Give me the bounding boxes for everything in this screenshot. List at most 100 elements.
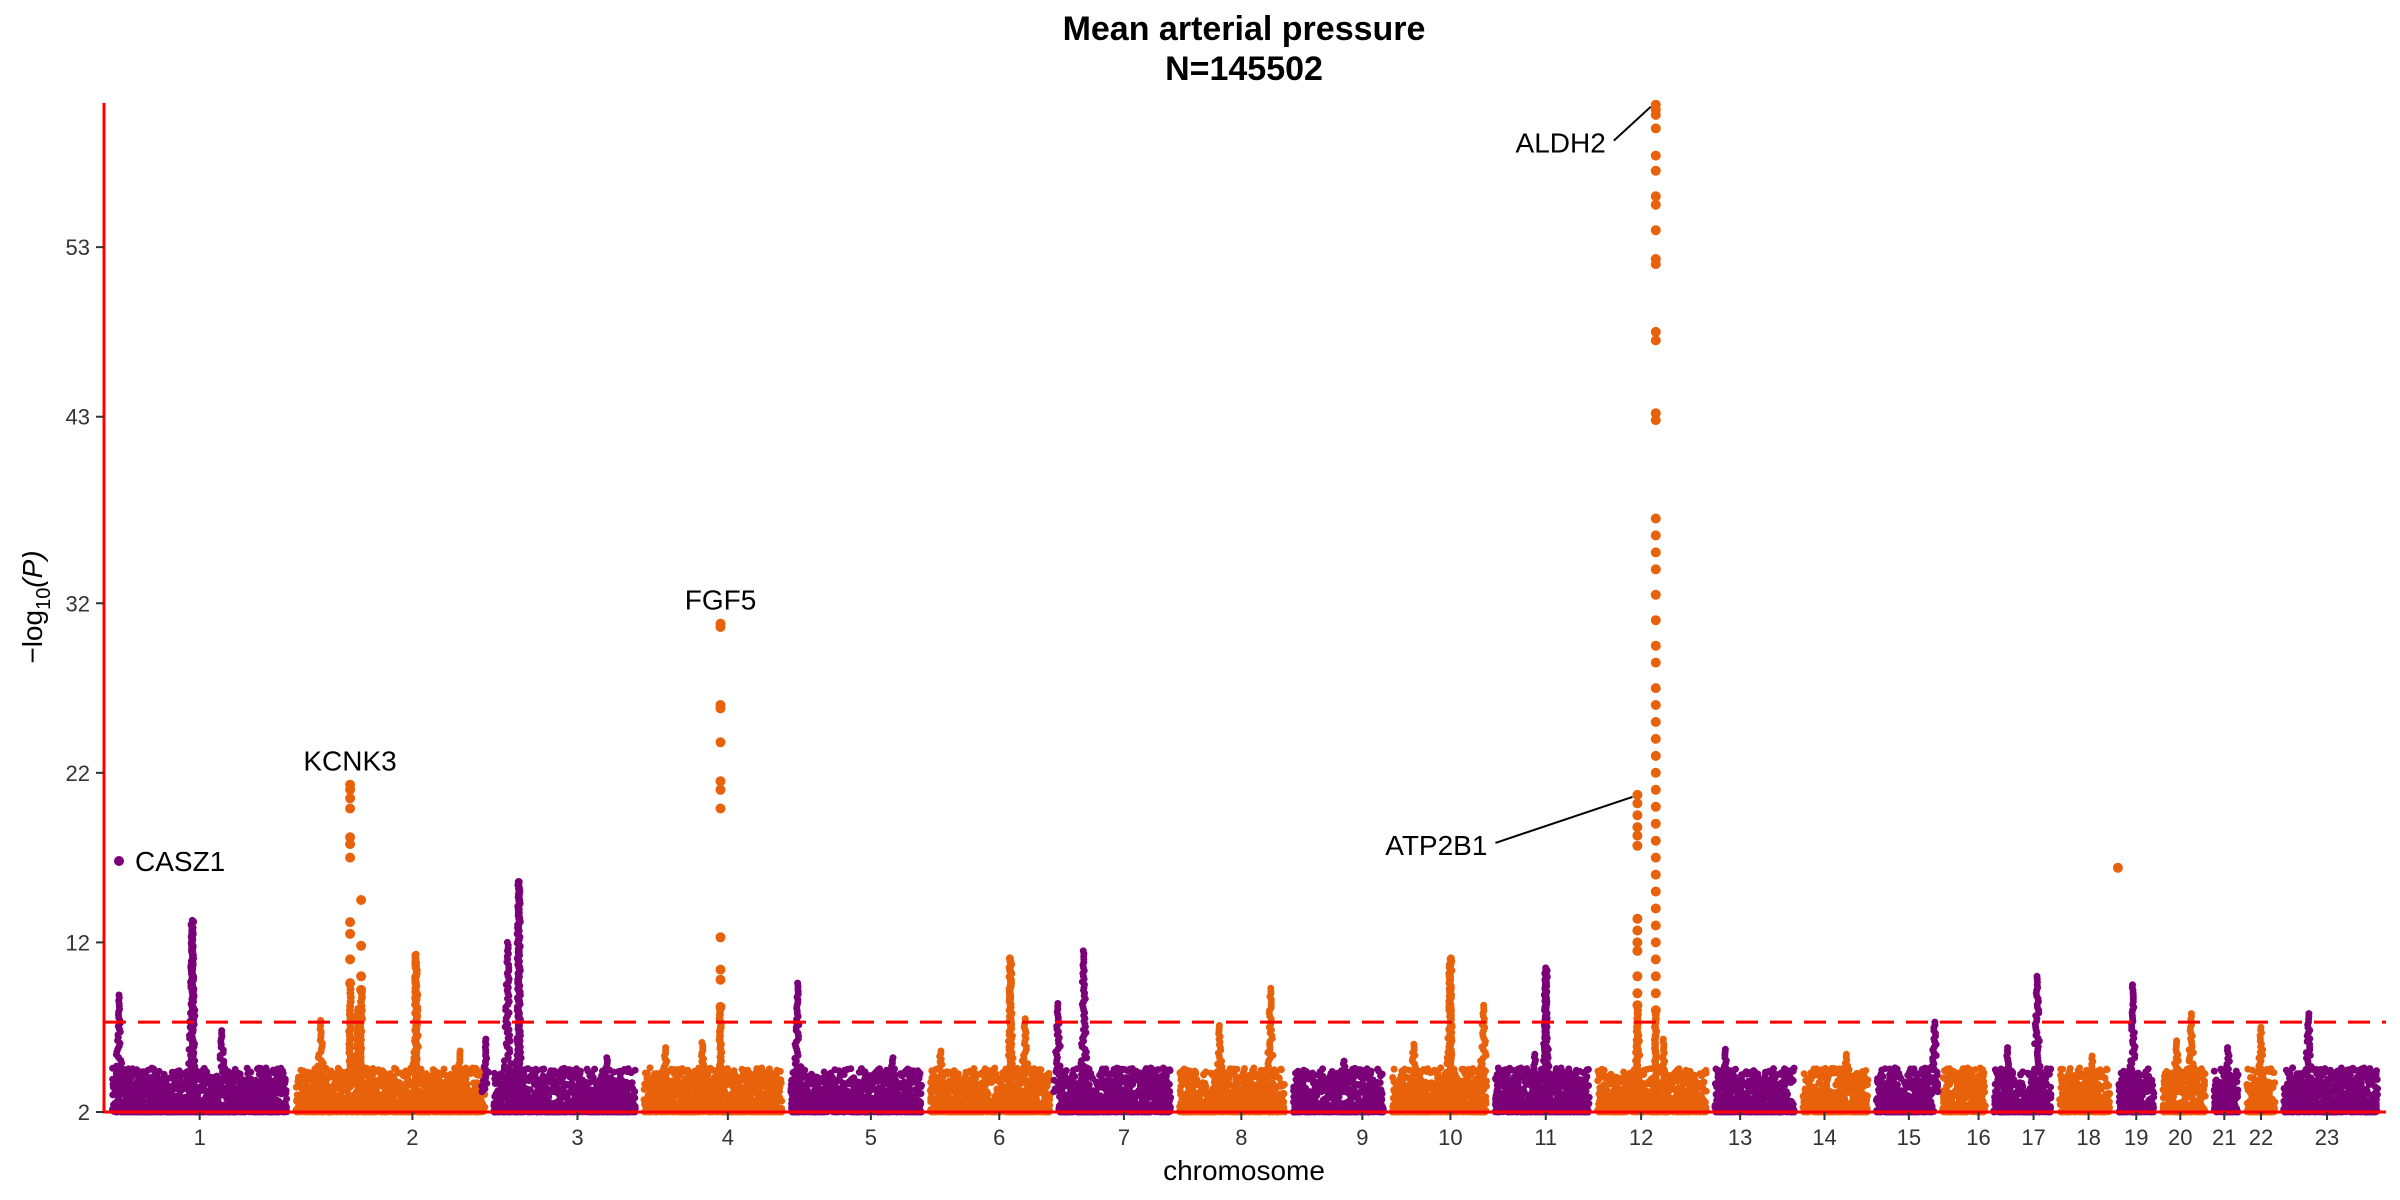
gene-label-fgf5: FGF5	[685, 585, 757, 616]
hit-point	[345, 852, 356, 863]
peak-14	[886, 1054, 899, 1096]
hit-point	[1632, 830, 1643, 841]
hit-point	[1650, 954, 1661, 965]
hit-point	[1632, 945, 1643, 956]
hit-point	[1650, 818, 1661, 829]
x-tick-label: 20	[2168, 1125, 2192, 1150]
tower-3	[1005, 954, 1016, 1091]
peak-11	[659, 1044, 673, 1096]
hit-point	[1650, 700, 1661, 710]
hit-point	[1650, 564, 1661, 575]
hit-point	[715, 776, 726, 787]
y-axis-label-suffix: (P)	[17, 550, 48, 587]
peak-25	[1476, 1001, 1490, 1096]
data-points	[109, 878, 2381, 1116]
annotation-leader	[1613, 105, 1652, 142]
peak-40	[2254, 1023, 2267, 1096]
peak-2	[216, 1027, 229, 1096]
hit-point	[1650, 784, 1661, 795]
hit-point	[2112, 862, 2123, 873]
chr-12-points	[1594, 1065, 1710, 1116]
hit-point	[356, 940, 367, 951]
tower-0	[187, 917, 198, 1091]
hit-point	[345, 803, 356, 814]
peak-19	[1076, 947, 1091, 1096]
peak-39	[2221, 1044, 2234, 1096]
chart-subtitle: N=145502	[1165, 50, 1323, 88]
hit-column-3	[715, 1006, 726, 1091]
peak-37	[2169, 1037, 2182, 1096]
y-tick-label: 22	[66, 761, 90, 786]
hit-point	[1650, 225, 1661, 236]
hit-point	[1650, 326, 1661, 337]
hit-point	[356, 984, 367, 995]
hit-point	[345, 779, 356, 790]
x-tick-label: 22	[2249, 1125, 2273, 1150]
peak-30	[1718, 1045, 1732, 1096]
annotation-leader	[1495, 795, 1633, 844]
hit-point	[715, 737, 726, 748]
y-axis-label-prefix: −log	[17, 610, 48, 664]
x-tick-label: 17	[2021, 1125, 2045, 1150]
gene-label-atp2b1: ATP2B1	[1385, 830, 1487, 861]
x-tick-label: 10	[1438, 1125, 1462, 1150]
hit-point	[1632, 840, 1643, 851]
peak-12	[695, 1039, 710, 1096]
hit-point	[1650, 835, 1661, 846]
peak-33	[2000, 1044, 2015, 1096]
hit-point	[1650, 852, 1661, 863]
x-tick-label: 9	[1356, 1125, 1368, 1150]
hit-point	[1650, 254, 1661, 264]
hit-point	[1650, 589, 1661, 600]
x-tick-label: 4	[722, 1125, 734, 1150]
hit-point	[114, 856, 124, 866]
hit-point	[715, 932, 726, 943]
hit-point	[715, 964, 726, 975]
hit-point	[715, 700, 726, 710]
tower-2	[513, 878, 524, 1091]
x-tick-label: 18	[2076, 1125, 2100, 1150]
hit-point	[1650, 335, 1661, 346]
x-tick-label: 2	[406, 1125, 418, 1150]
chr-16-points	[1939, 1064, 1989, 1116]
y-axis-ticks: 2 12 22 32 43 53	[66, 235, 104, 1125]
hit-point	[1650, 717, 1661, 727]
tower-4	[1445, 954, 1456, 1091]
peak-31	[1840, 1050, 1852, 1096]
hit-point	[715, 803, 726, 814]
peak-22	[1339, 1057, 1351, 1096]
peak-18	[1050, 1000, 1065, 1096]
hit-point	[1650, 640, 1661, 651]
y-axis-label-subscript: 10	[33, 588, 55, 610]
hit-point	[1650, 1005, 1661, 1016]
hit-point	[1650, 123, 1661, 134]
hit-point	[345, 954, 356, 965]
y-tick-label: 32	[66, 591, 90, 616]
hit-point	[1650, 547, 1661, 558]
x-tick-label: 16	[1966, 1125, 1990, 1150]
y-tick-label: 43	[66, 405, 90, 430]
hit-point	[345, 928, 356, 939]
gene-annotations: CASZ1 KCNK3 FGF5 ATP2B1 ALDH2	[135, 105, 1652, 877]
hit-point	[345, 978, 356, 989]
chr-20-points	[2159, 1064, 2209, 1116]
chr-5-points	[787, 1065, 925, 1116]
hit-point	[1632, 810, 1643, 821]
hit-column-2	[356, 989, 366, 1091]
x-tick-label: 23	[2315, 1125, 2339, 1150]
hit-column-4	[1632, 1002, 1643, 1091]
hit-point	[1650, 530, 1661, 541]
hit-point	[1632, 798, 1643, 809]
gene-label-kcnk3: KCNK3	[303, 746, 396, 777]
hit-point	[1632, 1000, 1643, 1011]
tower-5	[1540, 966, 1551, 1091]
hit-point	[1650, 99, 1661, 110]
hit-point	[1632, 971, 1643, 982]
hit-point	[1650, 733, 1661, 744]
peak-35	[2085, 1052, 2099, 1096]
x-tick-label: 8	[1235, 1125, 1247, 1150]
chr-23-points	[2280, 1064, 2381, 1116]
hit-point	[1650, 165, 1661, 176]
hit-point	[1650, 767, 1661, 778]
y-tick-label: 12	[66, 930, 90, 955]
